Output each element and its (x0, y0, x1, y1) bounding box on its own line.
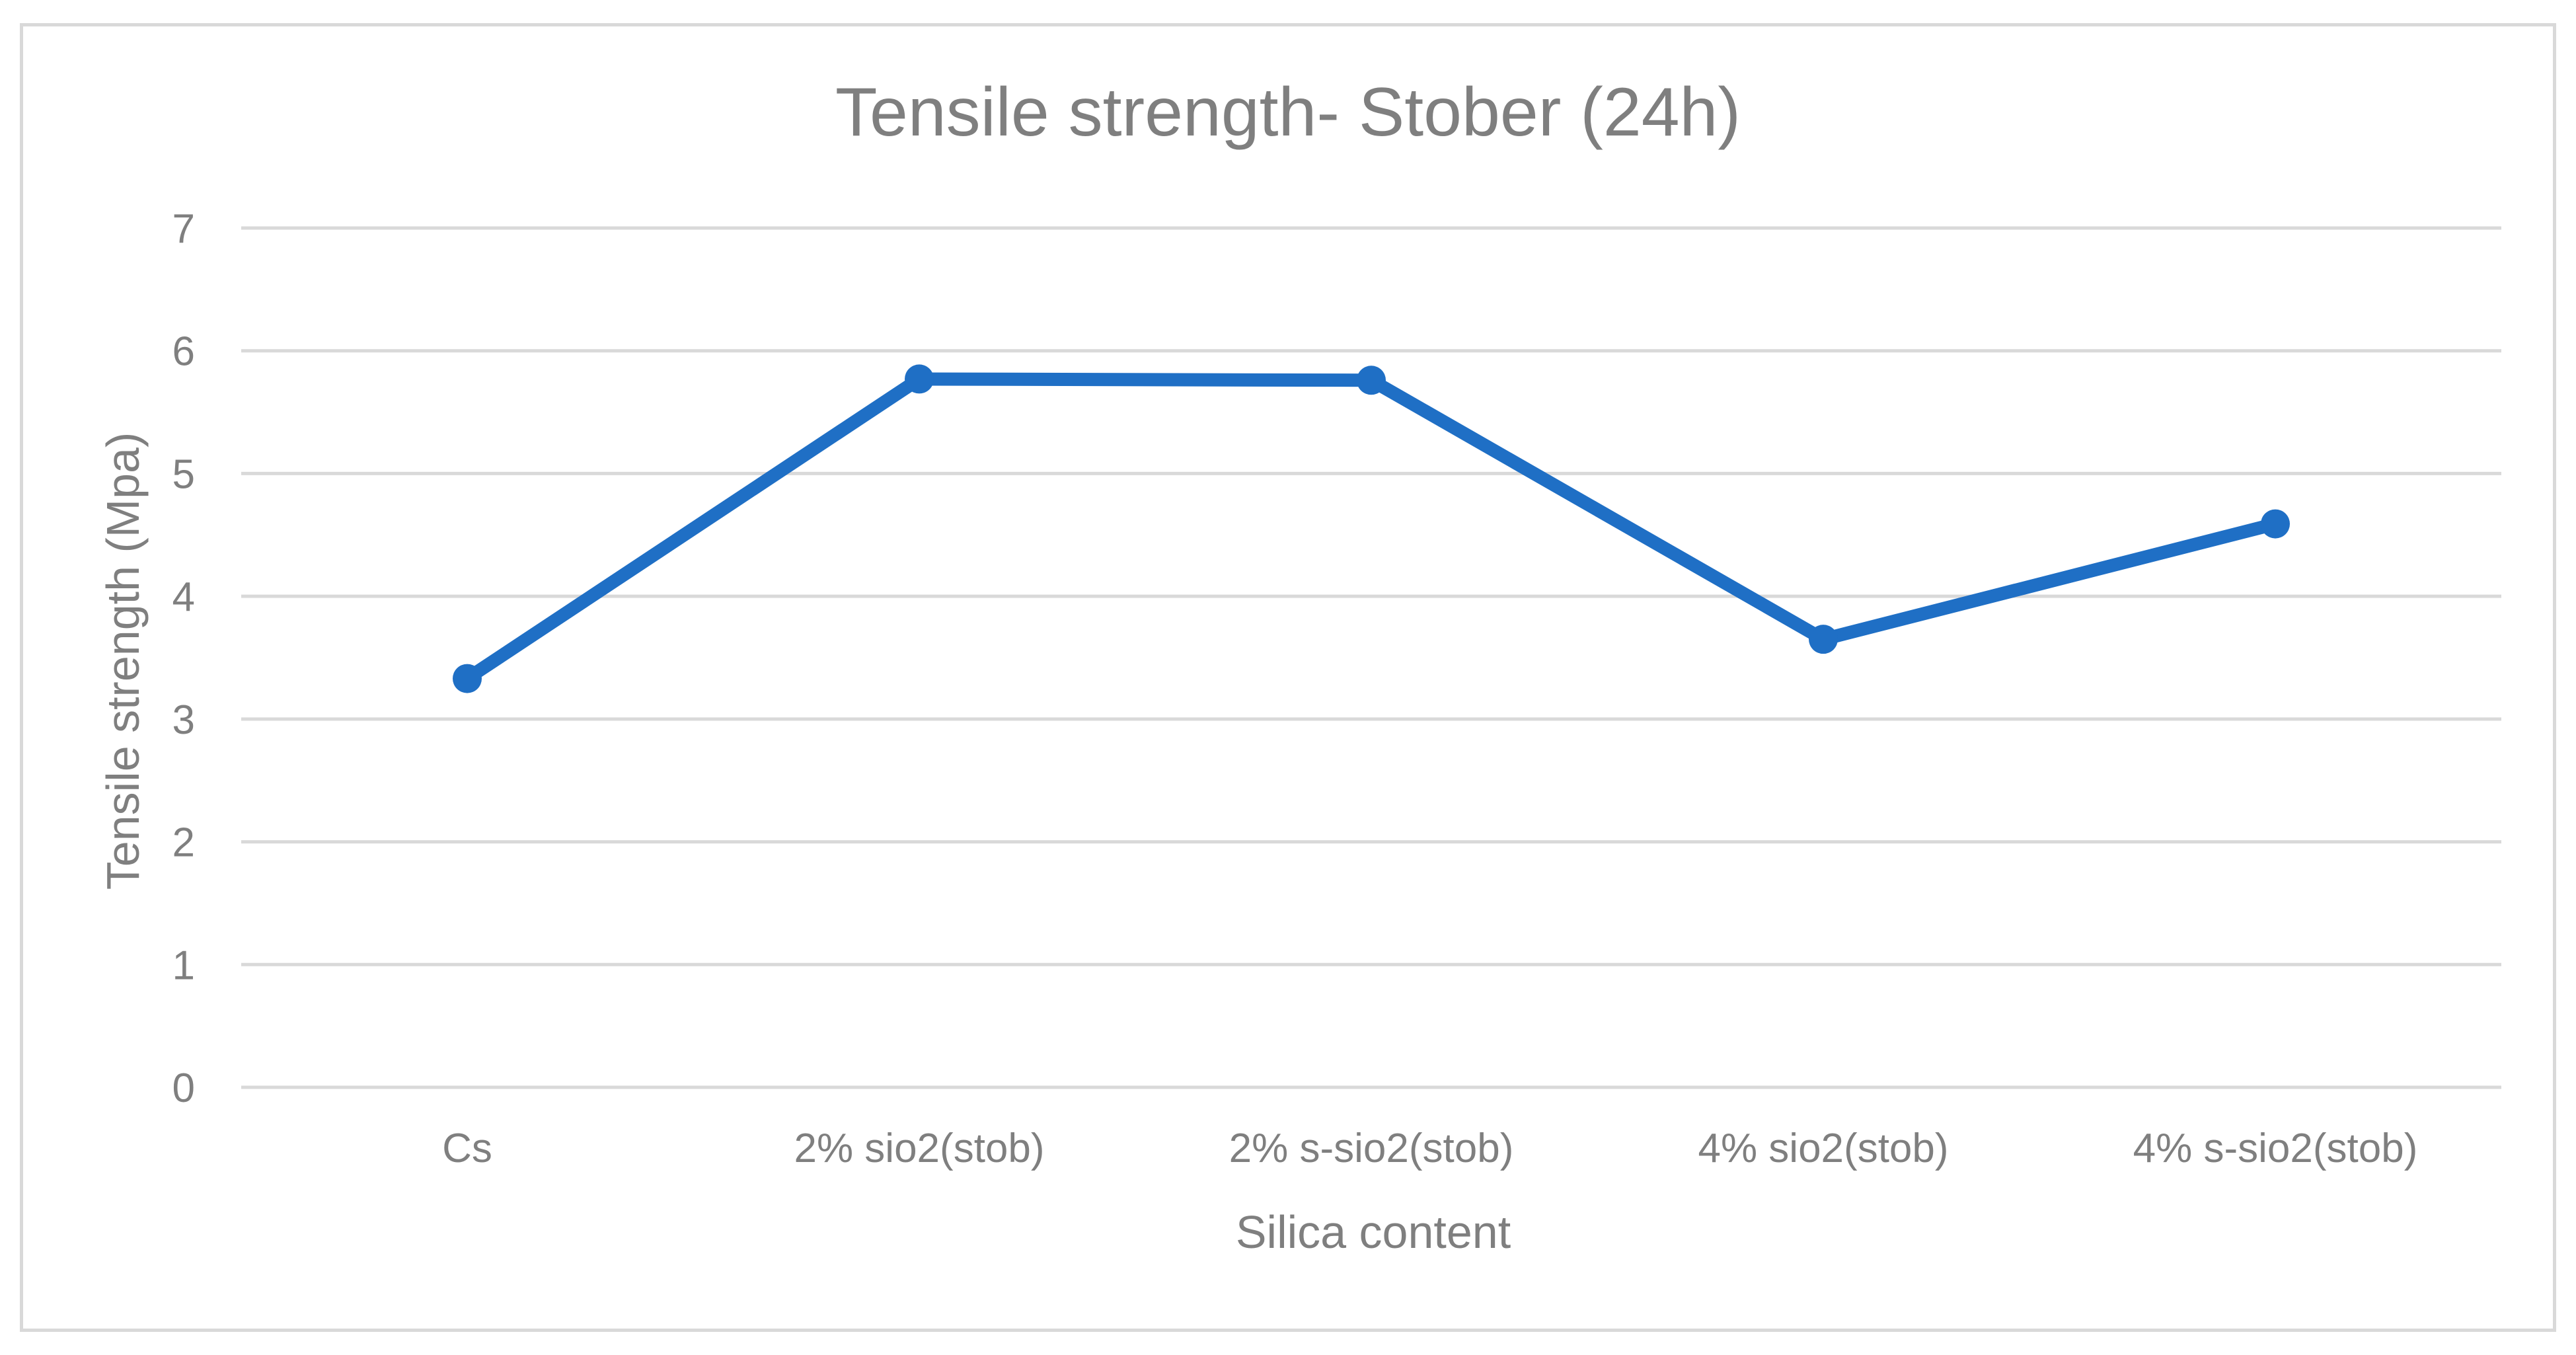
data-point (905, 364, 934, 394)
chart-title: Tensile strength- Stober (24h) (835, 74, 1741, 151)
y-tick-label: 0 (172, 1065, 195, 1111)
y-tick-label: 4 (172, 574, 195, 620)
y-axis-title: Tensile strength (Mpa) (97, 432, 149, 890)
series-group (453, 364, 2290, 693)
series-line (461, 372, 2282, 685)
data-point (1357, 366, 1386, 395)
x-tick-label: 4% s-sio2(stob) (2133, 1126, 2418, 1171)
y-tick-label: 5 (172, 451, 195, 497)
gridlines (241, 226, 2501, 1089)
x-axis-title: Silica content (1236, 1206, 1511, 1258)
data-point (1809, 625, 1838, 654)
y-tick-label: 2 (172, 820, 195, 866)
data-point (2261, 509, 2290, 539)
y-axis-ticks: 0 1 2 3 4 5 6 7 (172, 206, 195, 1111)
chart-area (20, 23, 2556, 1332)
x-tick-label: 2% sio2(stob) (794, 1126, 1044, 1171)
y-tick-label: 3 (172, 697, 195, 743)
y-tick-label: 6 (172, 329, 195, 375)
y-tick-label: 1 (172, 943, 195, 988)
x-tick-label: 4% sio2(stob) (1698, 1126, 1948, 1171)
x-tick-label: 2% s-sio2(stob) (1229, 1126, 1514, 1171)
data-point (453, 664, 482, 693)
x-axis-ticks: Cs 2% sio2(stob) 2% s-sio2(stob) 4% sio2(st… (442, 1126, 2417, 1171)
x-tick-label: Cs (442, 1126, 492, 1171)
y-tick-label: 7 (172, 206, 195, 252)
